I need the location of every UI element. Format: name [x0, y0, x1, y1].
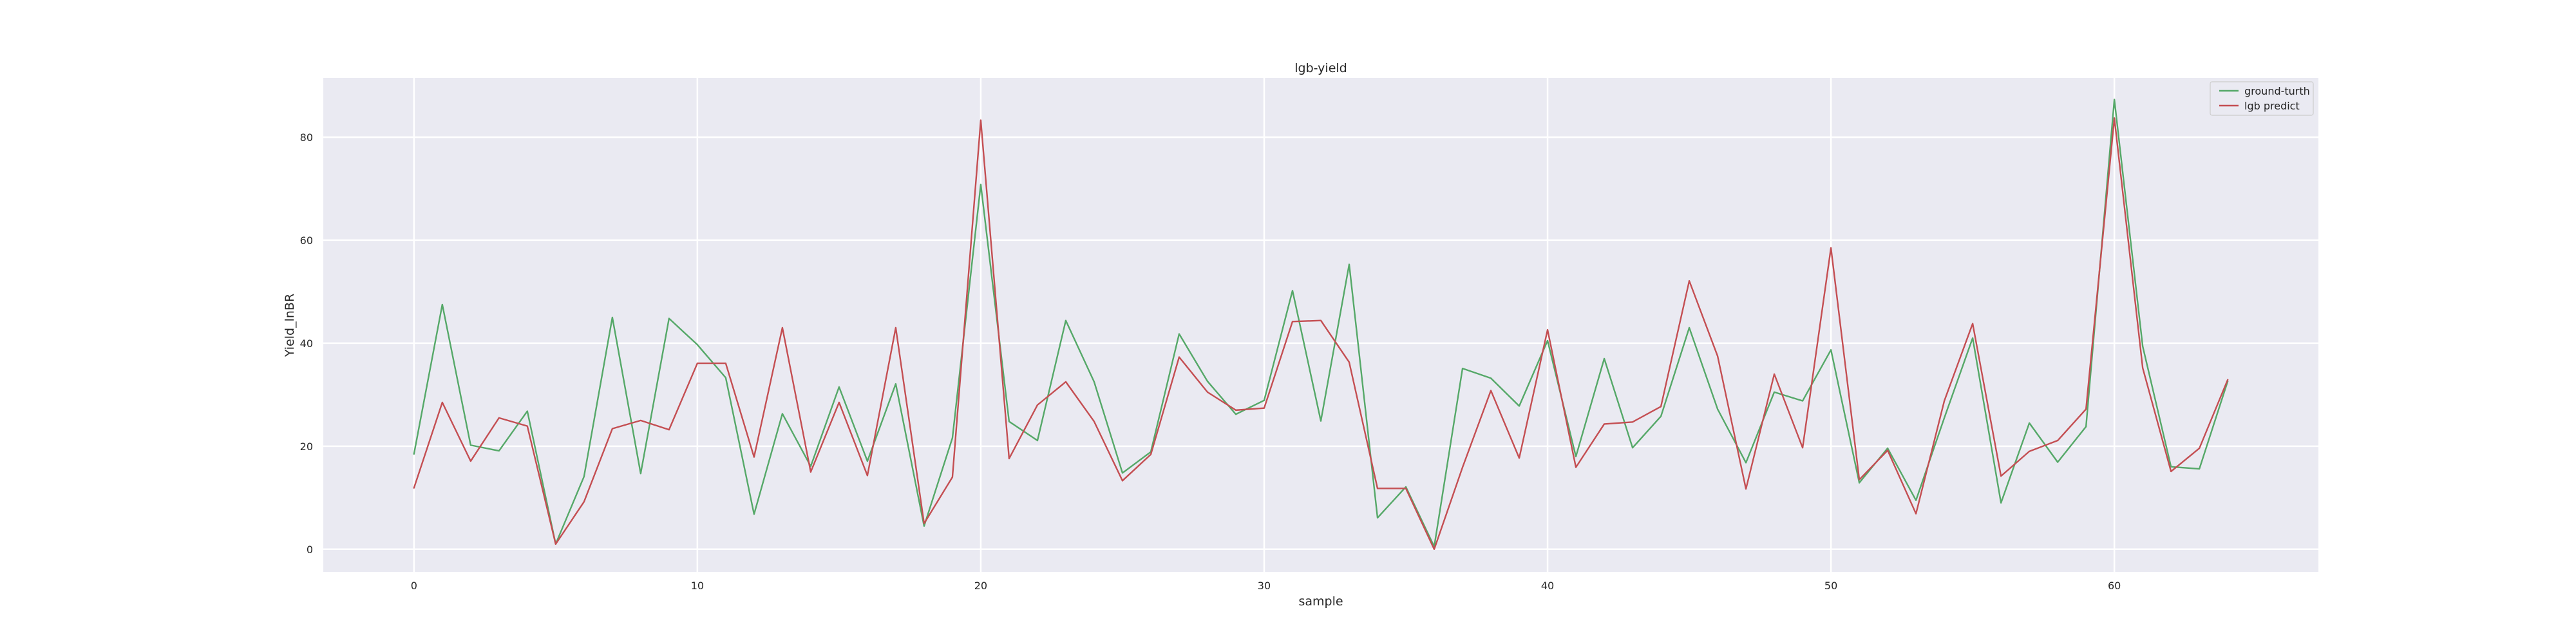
plot-area [323, 78, 2318, 572]
x-tick-label: 30 [1258, 580, 1271, 592]
legend: ground-turth lgb predict [2210, 81, 2314, 116]
legend-label-ground-turth: ground-turth [2244, 85, 2310, 97]
series-line-lgb-predict [413, 117, 2229, 551]
y-tick-labels: 0 20 40 60 80 [300, 131, 313, 556]
series-lines [413, 99, 2229, 551]
y-tick-label: 40 [300, 337, 313, 350]
y-tick-label: 20 [300, 440, 313, 453]
y-tick-label: 60 [300, 234, 313, 247]
x-grid-lines [413, 78, 2116, 572]
x-tick-label: 10 [691, 580, 704, 592]
series-line-ground-turth [413, 99, 2229, 548]
x-tick-label: 60 [2108, 580, 2121, 592]
x-tick-label: 40 [1541, 580, 1554, 592]
y-tick-label: 80 [300, 131, 313, 144]
x-tick-label: 0 [411, 580, 417, 592]
x-tick-label: 50 [1824, 580, 1837, 592]
y-axis-label: Yield_lnBR [283, 294, 297, 357]
y-grid-lines [323, 136, 2318, 551]
chart-title: lgb-yield [1294, 61, 1347, 75]
y-tick-label: 0 [307, 544, 313, 556]
x-tick-labels: 0 10 20 30 40 50 60 [411, 580, 2121, 592]
x-tick-label: 20 [974, 580, 987, 592]
legend-label-lgb-predict: lgb predict [2244, 100, 2300, 112]
x-axis-label: sample [1298, 594, 1343, 609]
